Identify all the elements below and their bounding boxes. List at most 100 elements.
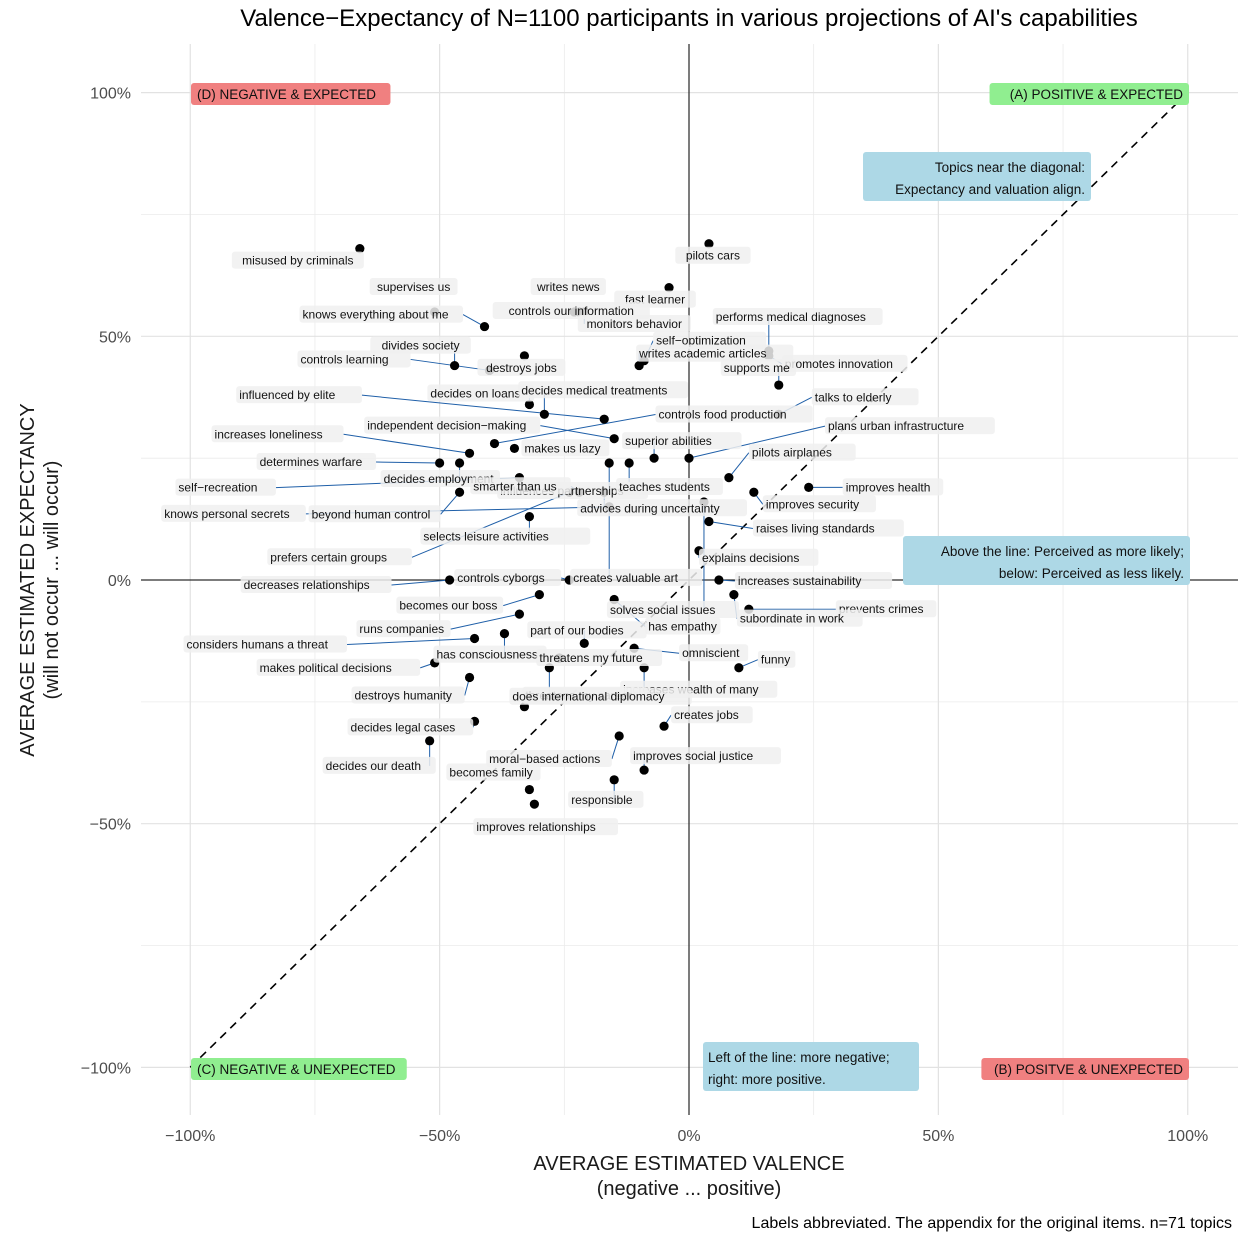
annotation-notes: Topics near the diagonal: Expectancy and …	[703, 152, 1190, 1091]
point-label: explains decisions	[702, 551, 799, 565]
point-label-background	[570, 568, 703, 586]
data-point	[614, 731, 624, 741]
data-point	[464, 448, 475, 458]
data-point	[524, 399, 535, 410]
point-label: decides our death	[326, 759, 421, 773]
note-background	[903, 536, 1190, 585]
point-label-background	[256, 453, 377, 471]
point-label-background	[427, 384, 535, 402]
data-point	[609, 775, 619, 785]
point-label-background	[671, 706, 753, 724]
quadrant-label: (B) POSITVE & UNEXPECTED	[994, 1062, 1183, 1077]
data-point	[454, 487, 465, 497]
quadrant-labels: (A) POSITIVE & EXPECTED (B) POSITVE & UNE…	[191, 83, 1189, 1080]
label-leader-line	[728, 452, 750, 478]
data-point	[464, 672, 475, 683]
label-leader-line	[708, 521, 754, 530]
note-background	[703, 1042, 919, 1091]
data-point	[649, 453, 659, 463]
y-tick-label: 0%	[108, 573, 131, 590]
point-label: promotes innovation	[785, 357, 893, 371]
data-point	[724, 473, 734, 483]
x-axis-subtitle: (negative ... positive)	[597, 1178, 782, 1200]
point-label: decreases relationships	[244, 578, 370, 592]
point-label: self−recreation	[178, 481, 257, 495]
point-label: pilots cars	[686, 249, 740, 263]
x-tick-label: 0%	[677, 1128, 700, 1145]
point-label-background	[568, 790, 644, 808]
data-point	[425, 736, 435, 746]
point-label: improves health	[846, 480, 931, 494]
point-label: independent decision−making	[367, 419, 526, 433]
data-point	[579, 638, 589, 648]
point-label: destroys humanity	[355, 688, 452, 702]
point-label-background	[364, 416, 541, 434]
data-point	[684, 453, 694, 463]
data-point	[774, 380, 784, 390]
data-point	[524, 784, 535, 795]
point-label-background	[736, 609, 863, 627]
point-label: knows personal secrets	[164, 507, 289, 521]
note-text: Above the line: Perceived as more likely…	[941, 544, 1184, 559]
point-label: decides legal cases	[351, 720, 456, 734]
data-point	[445, 575, 455, 585]
point-label: has empathy	[648, 619, 717, 633]
point-label: creates valuable art	[573, 571, 678, 585]
point-label: supervises us	[377, 280, 450, 294]
point-label: decides on loans	[430, 387, 520, 401]
point-label: self−optimization	[656, 334, 746, 348]
point-label: decides medical treatments	[521, 383, 667, 397]
point-label: controls learning	[301, 352, 389, 366]
point-label: misused by criminals	[242, 254, 353, 268]
data-point	[664, 282, 674, 293]
point-label-background	[606, 601, 739, 619]
point-label-background	[240, 576, 392, 593]
data-point	[804, 482, 814, 493]
data-point	[469, 633, 480, 644]
point-label-background	[477, 358, 566, 376]
y-tick-label: 100%	[90, 86, 131, 103]
data-point	[449, 360, 460, 371]
point-label: considers humans a threat	[187, 637, 329, 651]
point-label-background	[842, 478, 944, 496]
x-tick-label: −50%	[419, 1128, 460, 1145]
point-label: supports me	[724, 361, 790, 375]
chart-title: Valence−Expectancy of N=1100 participant…	[240, 5, 1138, 32]
quadrant-label-background	[191, 83, 391, 105]
quadrant-label-background	[989, 83, 1189, 105]
x-tick-label: −100%	[165, 1128, 215, 1145]
point-label: writes news	[536, 280, 600, 294]
label-leader-line	[347, 637, 475, 645]
point-label: solves social issues	[610, 603, 715, 617]
point-label-background	[308, 505, 441, 523]
point-label-background	[757, 650, 796, 668]
point-label-background	[369, 277, 458, 295]
point-label: superior abilities	[625, 434, 712, 448]
diagonal-reference-line	[189, 92, 1189, 1068]
point-label: runs companies	[359, 622, 444, 636]
data-point	[749, 487, 759, 497]
data-point	[355, 244, 365, 254]
point-label-background	[518, 381, 689, 399]
point-label: increases sustainability	[738, 574, 861, 588]
label-leader-line	[688, 425, 826, 459]
point-label: decides employment	[384, 472, 495, 486]
point-label: monitors behavior	[587, 317, 682, 331]
point-label: threatens my future	[539, 651, 643, 665]
data-point	[435, 458, 445, 468]
y-axis-subtitle: (will not occur ... will occur)	[41, 461, 63, 700]
x-tick-label: 50%	[922, 1128, 954, 1145]
point-label-background	[653, 331, 767, 349]
point-label-background	[256, 658, 421, 676]
point-label-background	[433, 645, 547, 663]
point-label-background	[267, 548, 412, 566]
point-label: does international diplomacy	[512, 690, 664, 704]
point-label: performs medical diagnoses	[716, 310, 866, 324]
point-label-background	[734, 572, 893, 589]
point-label: increases loneliness	[215, 427, 323, 441]
point-label-background	[679, 644, 749, 662]
point-label-background	[297, 350, 411, 368]
data-point	[499, 629, 510, 639]
point-label: creates jobs	[674, 708, 739, 722]
point-label: selects leisure activities	[423, 530, 548, 544]
